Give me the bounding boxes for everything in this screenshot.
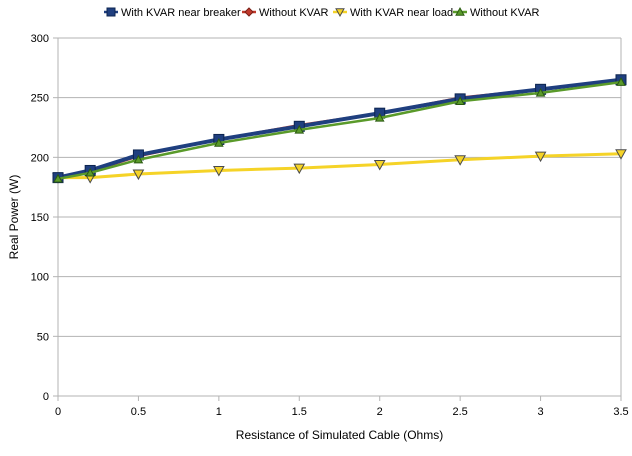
- x-tick-label: 1: [216, 406, 222, 418]
- y-tick-label: 50: [37, 331, 49, 343]
- data-point: [616, 77, 626, 86]
- series-layer: [52, 74, 627, 184]
- legend: With KVAR near breaker Without KVAR With K…: [104, 6, 540, 19]
- data-point: [615, 149, 627, 160]
- legend-item: With KVAR near load: [333, 7, 453, 19]
- data-point: [85, 167, 96, 177]
- legend-marker: [244, 7, 254, 17]
- data-point: [454, 155, 466, 166]
- y-tick-label: 300: [31, 33, 49, 45]
- x-tick-label: 0: [55, 406, 61, 418]
- data-point: [214, 137, 224, 147]
- data-point: [293, 163, 306, 175]
- data-point: [294, 124, 305, 134]
- data-point: [374, 112, 385, 122]
- y-tick-label: 200: [31, 152, 49, 164]
- legend-item: Without KVAR: [242, 7, 329, 19]
- data-point: [53, 173, 63, 183]
- x-tick-label: 0.5: [131, 406, 146, 418]
- x-tick-label: 1.5: [292, 406, 307, 418]
- data-point: [133, 154, 144, 164]
- y-tick-label: 150: [31, 212, 49, 224]
- data-point: [535, 87, 546, 97]
- x-tick-label: 3.5: [613, 406, 628, 418]
- legend-item: Without KVAR: [453, 6, 540, 19]
- data-point: [534, 151, 547, 163]
- x-axis-title: Resistance of Simulated Cable (Ohms): [236, 428, 443, 442]
- data-point: [373, 159, 386, 171]
- legend-label: With KVAR near breaker: [121, 7, 241, 19]
- legend-marker: [335, 8, 345, 18]
- x-tick-labels: 0 0.5 1 1.5 2 2.5 3 3.5: [55, 406, 629, 418]
- data-point: [213, 165, 225, 177]
- x-tick-label: 3: [538, 406, 544, 418]
- series-4: [53, 77, 626, 183]
- y-axis-title: Real Power (W): [7, 175, 21, 260]
- y-tick-label: 100: [31, 272, 49, 284]
- data-point: [455, 96, 465, 105]
- legend-label: Without KVAR: [470, 7, 540, 19]
- legend-label: With KVAR near load: [350, 7, 453, 19]
- legend-label: Without KVAR: [259, 7, 329, 19]
- y-tick-label: 250: [31, 93, 49, 105]
- y-tick-label: 0: [43, 391, 49, 403]
- axes: [53, 37, 622, 401]
- legend-item: With KVAR near breaker: [104, 7, 241, 19]
- data-point: [132, 169, 145, 181]
- y-tick-labels: 0 50 100 150 200 250 300: [31, 33, 49, 403]
- x-tick-label: 2.5: [452, 406, 467, 418]
- legend-marker: [106, 7, 116, 17]
- x-tick-label: 2: [377, 406, 383, 418]
- legend-marker: [455, 6, 465, 16]
